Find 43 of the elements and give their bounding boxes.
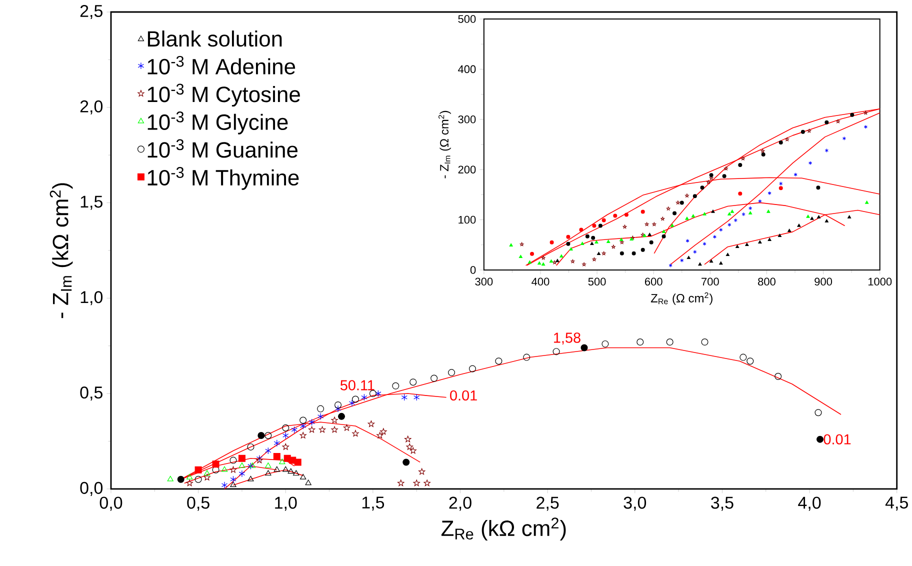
x-tick-label: 800 (758, 278, 776, 286)
x-axis-title: Z$_{Re}$ (Ω cm$^{2}$) (650, 292, 712, 305)
x-tick-label: 4,0 (798, 496, 821, 511)
x-tick-label: 300 (475, 278, 493, 286)
x-tick-label: 3,0 (624, 496, 646, 511)
y-tick-label: 400 (458, 65, 476, 74)
x-tick-label: 0,0 (100, 496, 122, 511)
x-tick-label: 1000 (868, 278, 892, 286)
x-tick-label: 500 (588, 278, 606, 286)
x-tick-label: 1,0 (275, 496, 297, 511)
y-axis-title: - Z$_{Im}$ (Ω cm$^{2}$) (438, 110, 451, 178)
annotation: 0.01 (824, 434, 851, 444)
y-tick-label: 0,0 (80, 482, 103, 496)
annotation: 50.11 (340, 380, 374, 390)
y-axis-title: - Z$_{Im}$ (kΩ cm$^{2}$) (50, 183, 73, 318)
x-tick-label: 3,5 (711, 496, 734, 511)
legend-label: Blank solution (148, 30, 282, 47)
y-tick-label: 500 (458, 15, 476, 23)
y-tick-label: 1,5 (80, 196, 102, 210)
x-tick-label: 700 (702, 278, 719, 286)
y-tick-label: 2,5 (80, 5, 102, 20)
x-tick-label: 600 (645, 278, 662, 286)
x-tick-label: 4,5 (885, 496, 908, 511)
x-tick-label: 0,5 (187, 496, 210, 511)
y-tick-label: 0 (470, 266, 476, 274)
legend-label: 10$^{-3}$ M Guanine (148, 139, 298, 158)
x-tick-label: 400 (532, 278, 550, 286)
legend-label: 10$^{-3}$ M Adenine (148, 56, 296, 74)
annotation: 0.01 (450, 390, 477, 401)
y-tick-label: 2,0 (80, 100, 103, 114)
legend-label: 10$^{-3}$ M Cytosine (148, 84, 300, 107)
y-tick-label: 200 (458, 166, 476, 174)
y-tick-label: 1,0 (80, 291, 103, 306)
legend-label: 10$^{-3}$ M Thymine (148, 167, 299, 190)
x-axis-title: Z$_{Re}$ (kΩ cm$^{2}$) (441, 518, 566, 540)
y-tick-label: 300 (458, 116, 476, 124)
legend-label: 10$^{-3}$ M Glycine (148, 112, 288, 134)
y-tick-label: 0,5 (80, 386, 102, 401)
x-tick-label: 900 (814, 278, 832, 286)
x-tick-label: 1,5 (362, 496, 384, 511)
annotation: 1,58 (554, 332, 580, 345)
x-tick-label: 2,5 (536, 496, 559, 511)
y-tick-label: 100 (458, 216, 476, 224)
